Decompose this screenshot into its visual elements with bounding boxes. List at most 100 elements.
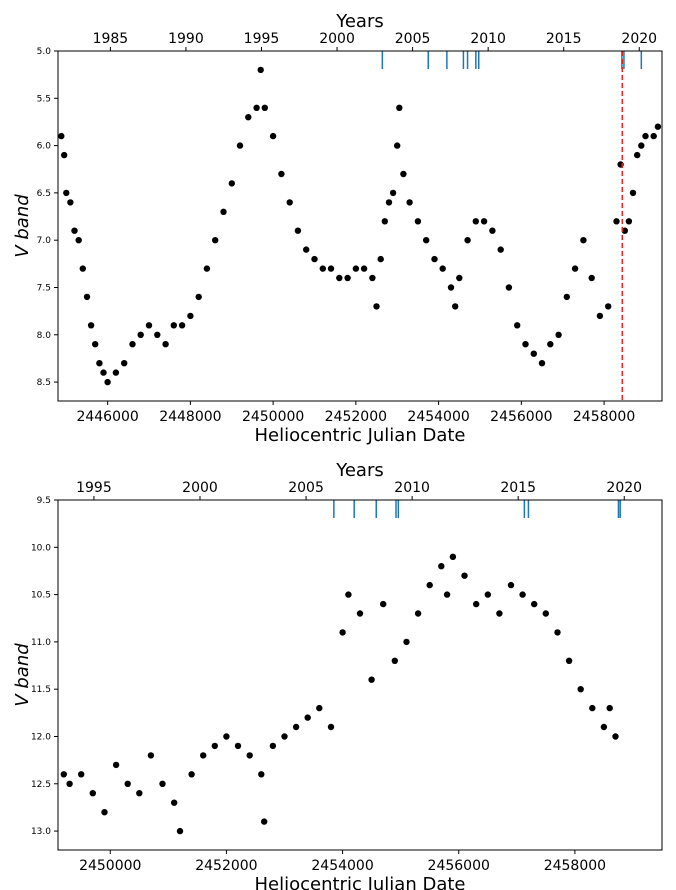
data-point bbox=[489, 227, 496, 234]
data-point bbox=[447, 284, 455, 291]
data-point bbox=[577, 686, 584, 693]
data-point bbox=[547, 341, 554, 348]
y-axis-label: V band bbox=[12, 643, 33, 707]
data-point bbox=[507, 581, 515, 589]
data-point bbox=[642, 132, 649, 140]
y-tick-label: 7.0 bbox=[37, 236, 52, 246]
year-tick-label: 2015 bbox=[546, 31, 582, 47]
data-point bbox=[571, 265, 579, 272]
data-point bbox=[496, 610, 503, 617]
data-point bbox=[316, 704, 323, 712]
data-point bbox=[278, 170, 285, 178]
year-tick-label: 2005 bbox=[395, 31, 431, 47]
x-tick-label: 2458000 bbox=[544, 858, 606, 874]
data-point bbox=[589, 704, 596, 712]
data-point bbox=[542, 610, 549, 617]
year-tick-label: 2020 bbox=[621, 31, 657, 47]
data-point bbox=[596, 312, 604, 320]
data-point bbox=[613, 218, 620, 225]
year-tick-label: 2020 bbox=[606, 480, 642, 496]
year-tick-label: 1995 bbox=[244, 31, 280, 47]
year-tick-label: 2015 bbox=[500, 480, 536, 496]
top-axis-label: Years bbox=[335, 11, 384, 32]
data-point bbox=[261, 104, 268, 112]
y-tick-label: 10.0 bbox=[31, 543, 51, 553]
x-axis-label: Heliocentric Julian Date bbox=[255, 425, 466, 446]
data-point bbox=[344, 274, 351, 282]
data-point bbox=[381, 218, 388, 225]
data-point bbox=[389, 189, 397, 197]
data-point bbox=[154, 331, 161, 338]
x-axis-label: Heliocentric Julian Date bbox=[255, 874, 466, 890]
data-point bbox=[292, 723, 300, 731]
y-tick-label: 5.5 bbox=[37, 94, 51, 104]
data-point bbox=[136, 790, 143, 797]
data-point bbox=[373, 303, 380, 310]
x-tick-label: 2450000 bbox=[79, 858, 141, 874]
year-tick-label: 2010 bbox=[394, 480, 430, 496]
y-tick-label: 6.0 bbox=[37, 142, 52, 152]
x-tick-label: 2450000 bbox=[242, 409, 304, 425]
data-point bbox=[79, 265, 87, 272]
panel-bottom: 2450000 2452000 2454000 2456000 2458000 9.5 10… bbox=[12, 460, 663, 890]
data-point bbox=[396, 104, 403, 112]
data-point bbox=[414, 610, 422, 617]
data-point bbox=[220, 208, 227, 215]
data-point bbox=[369, 274, 376, 282]
data-point bbox=[171, 799, 178, 806]
data-point bbox=[505, 284, 513, 291]
data-point bbox=[530, 350, 537, 357]
data-point bbox=[522, 341, 529, 348]
data-point bbox=[89, 790, 97, 797]
y-tick-label: 6.5 bbox=[37, 189, 51, 199]
data-point bbox=[339, 629, 346, 636]
x-tick-label: 2452000 bbox=[195, 858, 257, 874]
data-point bbox=[555, 331, 562, 338]
data-point bbox=[63, 189, 70, 197]
y-tick-label: 12.5 bbox=[31, 780, 51, 790]
panel-top: 2446000 2448000 2450000 2452000 2454000 24560… bbox=[12, 11, 663, 446]
data-point bbox=[104, 378, 111, 386]
data-point bbox=[414, 218, 422, 225]
x-tick-label: 2448000 bbox=[159, 409, 221, 425]
data-point bbox=[588, 274, 595, 282]
y-tick-label: 7.5 bbox=[37, 283, 51, 293]
data-point bbox=[92, 341, 99, 348]
data-point bbox=[188, 771, 195, 778]
data-point bbox=[380, 600, 387, 608]
data-point bbox=[112, 761, 120, 769]
data-point bbox=[464, 237, 471, 244]
data-point bbox=[565, 657, 573, 664]
data-point bbox=[261, 818, 268, 825]
data-point bbox=[286, 199, 293, 206]
data-point bbox=[281, 733, 288, 740]
data-point bbox=[203, 265, 211, 272]
data-point bbox=[327, 723, 335, 731]
y-tick-label: 8.5 bbox=[37, 378, 51, 388]
data-point bbox=[234, 742, 242, 750]
data-point bbox=[87, 322, 95, 329]
data-point bbox=[638, 142, 645, 149]
y-axis-label: V band bbox=[12, 194, 33, 258]
data-point bbox=[484, 591, 491, 598]
data-point bbox=[236, 142, 244, 149]
data-point bbox=[377, 255, 384, 263]
x-tick-label: 2456000 bbox=[428, 858, 490, 874]
x-tick-label: 2452000 bbox=[325, 409, 387, 425]
x-tick-label: 2454000 bbox=[311, 858, 373, 874]
year-tick-label: 1990 bbox=[168, 31, 204, 47]
data-point bbox=[327, 265, 335, 272]
data-point bbox=[621, 227, 628, 234]
data-point bbox=[456, 274, 463, 282]
data-point bbox=[625, 218, 633, 225]
data-point bbox=[391, 657, 398, 664]
data-point bbox=[162, 341, 169, 348]
year-tick-label: 1995 bbox=[76, 480, 112, 496]
plot-frame bbox=[57, 50, 663, 402]
data-point bbox=[634, 151, 641, 159]
y-tick-label: 10.5 bbox=[31, 591, 51, 601]
data-point bbox=[269, 742, 277, 750]
data-point bbox=[497, 246, 504, 253]
data-point bbox=[145, 322, 153, 329]
